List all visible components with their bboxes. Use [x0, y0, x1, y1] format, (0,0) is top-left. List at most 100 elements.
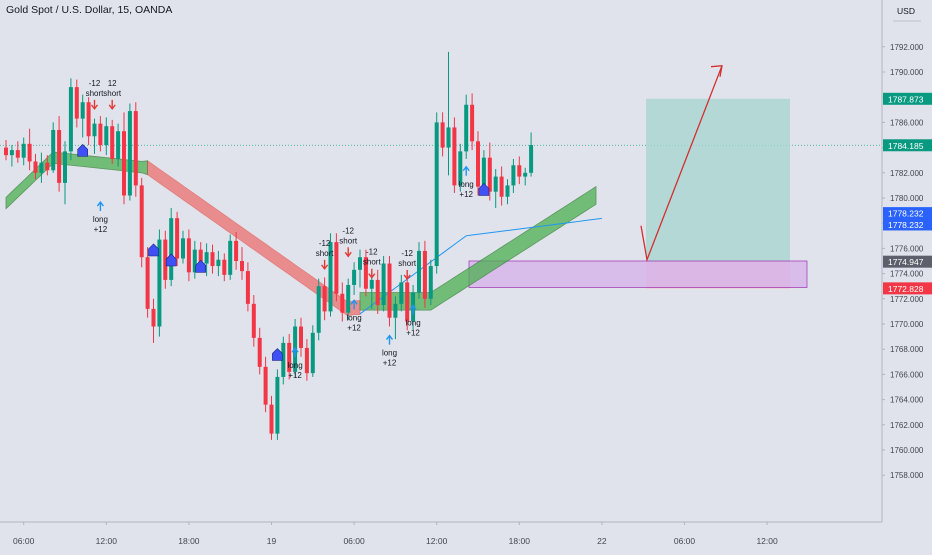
- signal-text: long: [406, 318, 421, 327]
- signal-label: long+12: [93, 200, 108, 234]
- price-tag-label: 1787.873: [888, 94, 924, 104]
- signal-text: +12: [94, 225, 108, 234]
- price-tick-label: 1792.000: [890, 43, 924, 52]
- candle-body: [139, 185, 144, 258]
- candle-body: [68, 87, 73, 152]
- candle-body: [334, 242, 339, 294]
- signal-text: long: [347, 313, 362, 322]
- candle-body: [464, 104, 469, 152]
- candle-body: [122, 131, 126, 196]
- candle-body: [33, 161, 38, 173]
- time-tick-label: 19: [267, 536, 277, 546]
- time-tick-label: 12:00: [756, 536, 778, 546]
- signal-text: +12: [288, 371, 302, 380]
- signal-marker: [195, 259, 206, 273]
- candle-body: [15, 150, 20, 158]
- price-tick-label: 1758.000: [890, 471, 924, 480]
- candle-body: [381, 263, 386, 306]
- candle-body: [21, 143, 26, 158]
- signal-text: short: [398, 259, 417, 268]
- time-tick-label: 06:00: [13, 536, 35, 546]
- candle-body: [422, 250, 427, 299]
- candle-body: [340, 293, 345, 313]
- signal-marker: [77, 143, 88, 157]
- candle-body: [4, 147, 8, 156]
- candle-body: [222, 259, 227, 275]
- price-tag: [883, 255, 932, 268]
- candle-body: [369, 279, 374, 289]
- candle-body: [216, 259, 221, 267]
- signal-arrowhead: [344, 251, 352, 258]
- candle-body: [287, 342, 292, 372]
- candle-body: [74, 87, 79, 119]
- candle-body: [98, 123, 103, 146]
- time-axis: [0, 522, 882, 550]
- candle-body: [428, 266, 433, 299]
- chart-title: Gold Spot / U.S. Dollar, 15, OANDA: [6, 4, 173, 16]
- signal-arrowhead: [368, 273, 376, 279]
- candle-body: [110, 126, 115, 159]
- candle-body: [240, 261, 244, 272]
- candle-body: [210, 252, 215, 267]
- signal-marker: [478, 183, 490, 196]
- candle-body: [399, 282, 404, 304]
- candle-body: [27, 143, 32, 162]
- projection-arrowhead: [710, 64, 723, 77]
- target-zone: [646, 98, 790, 262]
- signal-marker: [272, 348, 283, 361]
- candle-body: [304, 347, 309, 374]
- signal-text: long: [459, 180, 474, 189]
- price-tag-label: 1772.828: [888, 284, 924, 294]
- candle-body: [493, 176, 498, 192]
- time-tick-label: 12:00: [426, 536, 448, 546]
- signal-arrowhead: [403, 274, 411, 281]
- signal-text: short: [316, 249, 335, 258]
- time-tick-label: 18:00: [178, 536, 200, 546]
- candle-body: [228, 240, 233, 275]
- signal-text: short: [339, 236, 358, 245]
- candle-body: [127, 111, 132, 196]
- price-tag: [883, 139, 932, 152]
- candle-body: [316, 286, 321, 333]
- candle-body: [92, 123, 97, 137]
- signal-arrowhead: [462, 165, 470, 172]
- candle-body: [299, 326, 303, 348]
- signal-label: long+12: [347, 299, 362, 332]
- candle-body: [163, 239, 168, 280]
- time-tick-label: 12:00: [96, 536, 118, 546]
- candle-body: [481, 157, 486, 187]
- signal-arrowhead: [350, 299, 358, 305]
- signal-text: -12: [366, 248, 378, 257]
- candle-body: [375, 279, 380, 306]
- time-tick-label: 06:00: [674, 536, 696, 546]
- price-tag-label: 1784.185: [888, 141, 924, 151]
- signal-text: +12: [347, 323, 361, 332]
- signal-text: long: [93, 215, 108, 224]
- candle-body: [57, 129, 62, 183]
- signal-text: short: [103, 89, 122, 98]
- signal-text: -12: [342, 226, 354, 235]
- signal-text: long: [288, 361, 303, 370]
- price-tick-label: 1772.000: [890, 295, 924, 304]
- candle-body: [363, 257, 368, 289]
- signal-label: long+12: [288, 347, 303, 380]
- time-tick-label: 06:00: [343, 536, 365, 546]
- candle-body: [322, 286, 327, 312]
- candle-body: [281, 342, 286, 377]
- signal-text: -12: [89, 79, 101, 88]
- candle-body: [80, 102, 85, 119]
- candle-body: [452, 127, 457, 186]
- price-axis: [882, 0, 932, 550]
- price-tick-label: 1768.000: [890, 345, 924, 354]
- candle-body: [175, 218, 180, 259]
- signal-label: long+12: [382, 334, 397, 368]
- candle-body: [263, 366, 268, 405]
- signal-arrowhead: [291, 347, 299, 353]
- signal-text: +12: [459, 190, 473, 199]
- candle-body: [352, 269, 357, 285]
- candle-body: [511, 165, 516, 186]
